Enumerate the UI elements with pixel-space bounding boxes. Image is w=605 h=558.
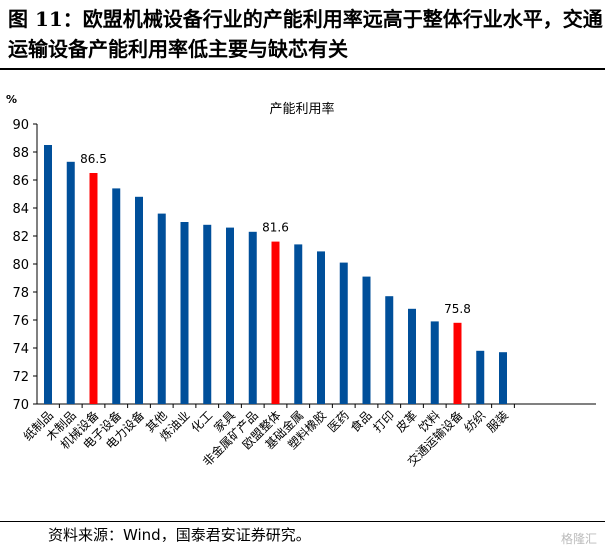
y-tick-label: 88: [12, 146, 29, 161]
x-tick-label: 皮革: [393, 408, 420, 435]
y-axis-unit: %: [6, 93, 17, 106]
data-label: 86.5: [80, 152, 107, 166]
bar-家具: [226, 227, 234, 404]
bar-其他: [157, 213, 166, 404]
x-tick-label: 打印: [370, 408, 397, 435]
data-label: 75.8: [444, 302, 471, 316]
bar-皮革: [408, 308, 416, 404]
figure-title: 图 11：欧盟机械设备行业的产能利用率远高于整体行业水平，交通运输设备产能利用率…: [8, 7, 603, 61]
bar-非金属矿产品: [248, 231, 257, 404]
bar-饮料: [430, 321, 439, 404]
bar-炼油业: [180, 222, 189, 404]
x-tick-label: 医药: [325, 408, 352, 435]
y-tick-label: 70: [12, 398, 29, 413]
top-divider: [0, 68, 605, 70]
bar-塑料橡胶: [317, 251, 325, 404]
y-tick-label: 78: [12, 286, 29, 301]
y-tick-label: 84: [12, 202, 29, 217]
y-tick-label: 82: [12, 230, 29, 245]
bar-食品: [362, 276, 371, 404]
y-tick-label: 72: [12, 370, 29, 385]
x-tick-label: 服装: [484, 408, 511, 435]
x-tick-label: 纺织: [461, 408, 488, 435]
y-tick-label: 80: [12, 258, 29, 273]
bar-纸制品: [44, 145, 52, 404]
y-tick-label: 86: [12, 174, 29, 189]
bar-服装: [499, 352, 507, 404]
chart-title: 产能利用率: [269, 101, 334, 117]
bar-木制品: [66, 161, 75, 404]
bar-电力设备: [135, 196, 143, 404]
x-tick-label: 食品: [347, 408, 375, 436]
bar-医药: [339, 262, 348, 404]
source-note: 资料来源：Wind，国泰君安证券研究。: [48, 526, 311, 544]
watermark-logo: 格隆汇: [560, 532, 597, 546]
bar-机械设备: [89, 173, 98, 404]
y-tick-label: 76: [12, 314, 29, 329]
y-tick-label: 90: [12, 118, 29, 133]
y-tick-label: 74: [12, 342, 29, 357]
bottom-divider: [0, 521, 605, 522]
x-tick-label: 化工: [188, 408, 215, 435]
bar-chart: 产能利用率%7072747678808284868890纸制品木制品86.5机械…: [6, 93, 596, 469]
data-label: 81.6: [262, 221, 289, 235]
bar-化工: [203, 224, 212, 404]
bar-基础金属: [294, 244, 303, 404]
bar-打印: [385, 296, 394, 404]
bar-电子设备: [112, 188, 121, 404]
bar-纺织: [476, 350, 485, 404]
bar-交通运输设备: [453, 322, 462, 404]
bar-欧盟整体: [271, 241, 280, 404]
